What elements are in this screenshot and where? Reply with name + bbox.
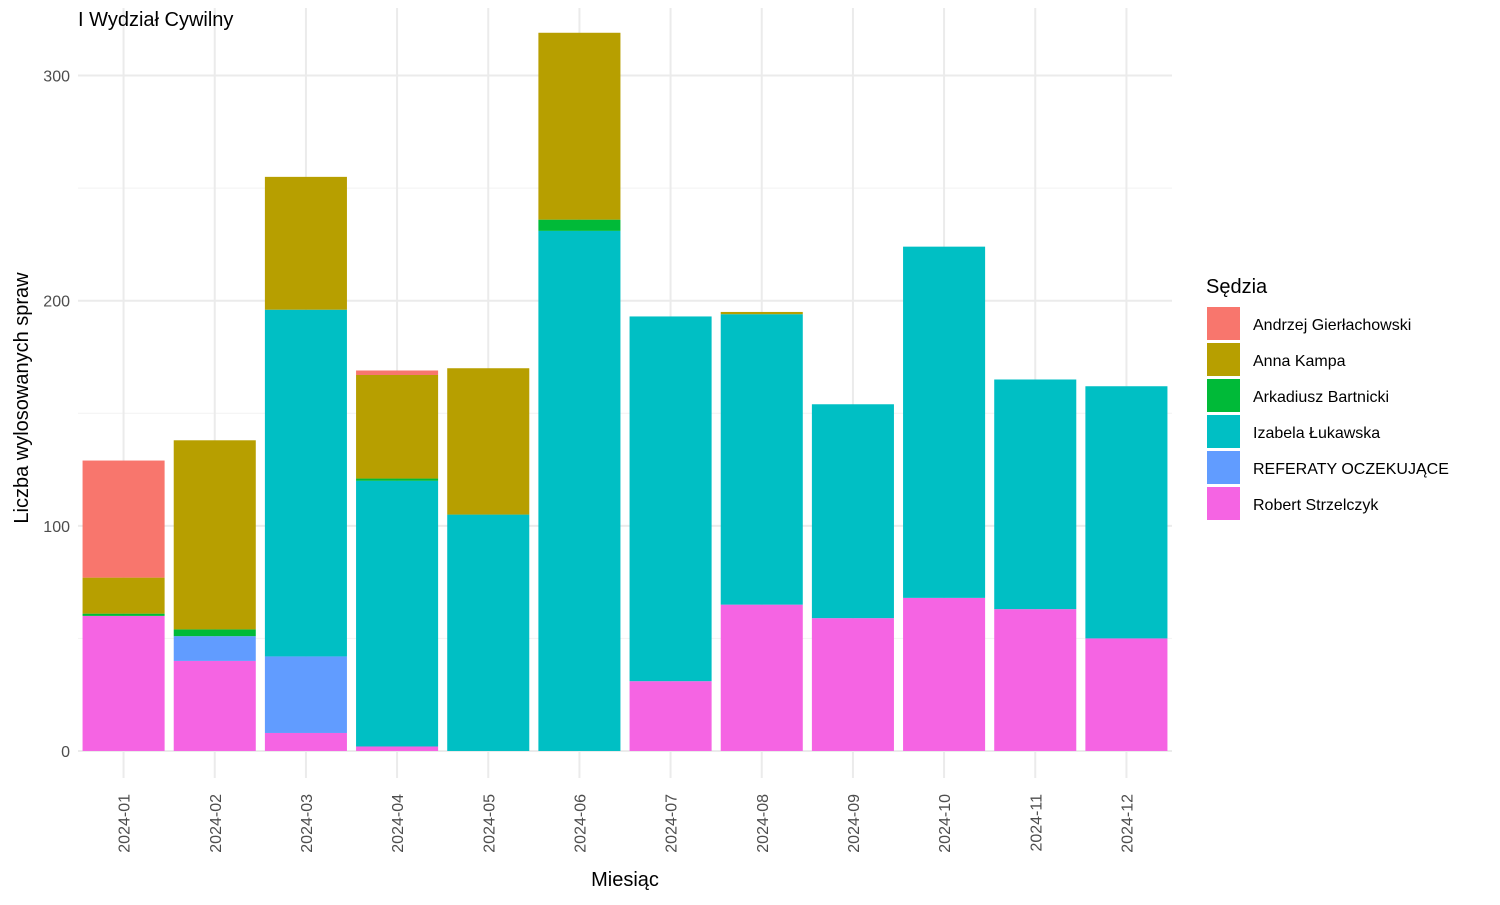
bar-segment bbox=[447, 368, 530, 515]
y-tick-label: 300 bbox=[43, 69, 70, 86]
bar-segment bbox=[538, 219, 621, 231]
bar-segment bbox=[720, 604, 803, 751]
x-tick-label: 2024-06 bbox=[572, 794, 589, 853]
x-tick-label: 2024-01 bbox=[117, 794, 134, 853]
bar-segment bbox=[994, 379, 1077, 610]
bar-segment bbox=[173, 440, 256, 630]
bars bbox=[82, 32, 1168, 751]
bar-segment bbox=[1085, 638, 1168, 751]
legend-label: REFERATY OCZEKUJĄCE bbox=[1253, 461, 1449, 478]
legend-label: Arkadiusz Bartnicki bbox=[1253, 389, 1389, 406]
x-axis-label: Miesiąc bbox=[591, 869, 659, 891]
bar-segment bbox=[82, 615, 165, 751]
legend-swatch bbox=[1207, 379, 1240, 412]
legend-swatch bbox=[1207, 415, 1240, 448]
bar-segment bbox=[82, 460, 165, 578]
legend-label: Robert Strzelczyk bbox=[1253, 497, 1379, 514]
legend: Sędzia Andrzej Gierłachowski Anna Kampa Ar… bbox=[1206, 276, 1449, 520]
legend-label: Andrzej Gierłachowski bbox=[1253, 317, 1411, 334]
bar-segment bbox=[720, 311, 803, 315]
x-tick-label: 2024-09 bbox=[846, 794, 863, 853]
x-tick-label: 2024-04 bbox=[390, 794, 407, 853]
legend-label: Izabela Łukawska bbox=[1253, 425, 1380, 442]
bar-segment bbox=[173, 629, 256, 637]
bar-segment bbox=[173, 660, 256, 751]
x-tick-label: 2024-12 bbox=[1119, 794, 1136, 853]
legend-title: Sędzia bbox=[1206, 276, 1268, 298]
x-tick-label: 2024-05 bbox=[481, 794, 498, 853]
bar-segment bbox=[903, 246, 986, 598]
x-tick-label: 2024-08 bbox=[755, 794, 772, 853]
bar-segment bbox=[82, 613, 165, 616]
legend-label: Anna Kampa bbox=[1253, 353, 1346, 370]
bar-segment bbox=[720, 314, 803, 605]
bar-segment bbox=[629, 316, 712, 682]
bar-segment bbox=[356, 374, 439, 479]
bar-segment bbox=[82, 577, 165, 614]
bar-segment bbox=[356, 478, 439, 481]
bar-segment bbox=[264, 309, 347, 657]
bar-segment bbox=[1085, 386, 1168, 639]
x-tick-label: 2024-10 bbox=[937, 794, 954, 853]
chart-title: I Wydział Cywilny bbox=[78, 9, 233, 31]
y-axis-label: Liczba wylosowanych spraw bbox=[11, 272, 33, 524]
bar-segment bbox=[264, 732, 347, 751]
x-tick-label: 2024-03 bbox=[299, 794, 316, 853]
x-tick-label: 2024-07 bbox=[664, 794, 681, 853]
bar-segment bbox=[173, 636, 256, 661]
y-tick-label: 200 bbox=[43, 294, 70, 311]
legend-swatch bbox=[1207, 307, 1240, 340]
bar-segment bbox=[538, 32, 621, 220]
legend-swatch bbox=[1207, 451, 1240, 484]
bar-segment bbox=[538, 230, 621, 751]
bar-segment bbox=[447, 514, 530, 751]
bar-segment bbox=[264, 176, 347, 310]
x-tick-label: 2024-02 bbox=[208, 794, 225, 853]
y-tick-label: 100 bbox=[43, 519, 70, 536]
x-tick-label: 2024-11 bbox=[1028, 794, 1045, 852]
bar-segment bbox=[356, 746, 439, 751]
bar-segment bbox=[356, 370, 439, 375]
bar-segment bbox=[811, 618, 894, 751]
legend-swatch bbox=[1207, 487, 1240, 520]
bar-segment bbox=[629, 681, 712, 751]
bar-segment bbox=[264, 656, 347, 733]
bar-segment bbox=[356, 480, 439, 747]
axes: 0 100 200 300 2024-01 2024-02 2024-03 2024-04 20… bbox=[43, 69, 1136, 853]
bar-segment bbox=[811, 404, 894, 619]
bar-segment bbox=[994, 609, 1077, 751]
bar-segment bbox=[903, 597, 986, 751]
y-tick-label: 0 bbox=[61, 744, 70, 761]
legend-swatch bbox=[1207, 343, 1240, 376]
